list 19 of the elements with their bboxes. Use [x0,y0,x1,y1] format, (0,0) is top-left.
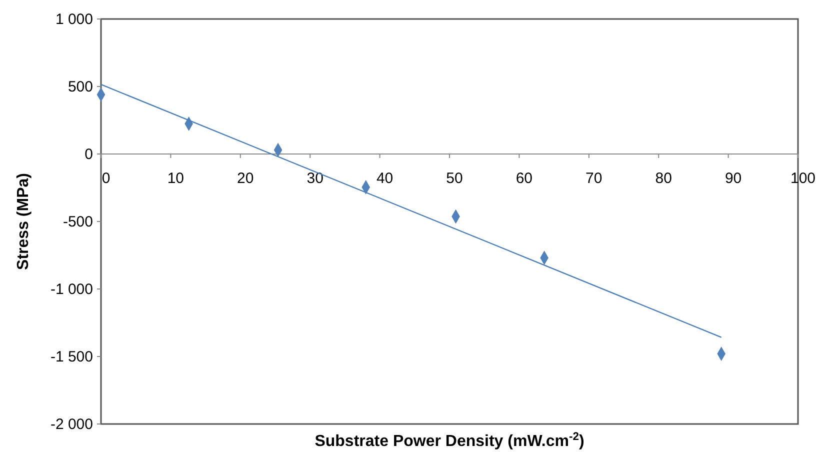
x-tick-label: 70 [586,170,602,187]
x-tick-label: 30 [306,170,324,187]
x-tick-label: 80 [655,170,672,187]
x-tick-label: 60 [516,170,533,187]
y-tick-label: 500 [68,78,93,96]
y-tick-label: 1 000 [55,11,93,28]
x-axis-title: Substrate Power Density (mW.cm$^{-2}$) [314,431,584,450]
x-tick-label: 50 [446,170,463,187]
x-tick-label: 90 [724,170,742,187]
y-tick-label: -1 500 [50,348,93,366]
y-tick-label: -1 000 [50,281,93,298]
y-tick-label: 0 [84,146,93,163]
y-tick-label: -2 000 [50,416,93,433]
x-tick-label: 20 [237,170,254,187]
y-axis-title: Stress (MPa) [15,173,32,270]
y-tick-label: -500 [62,214,93,230]
x-tick-label: 40 [376,170,394,187]
x-tick-label: 10 [167,170,184,187]
x-tick-label: 0 [102,170,110,187]
